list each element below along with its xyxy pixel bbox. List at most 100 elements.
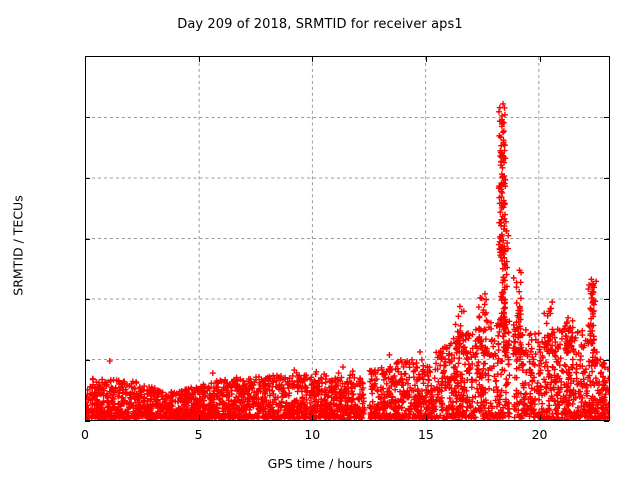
data-point xyxy=(328,377,335,384)
data-point xyxy=(546,372,553,379)
data-point xyxy=(461,387,468,394)
data-point xyxy=(416,375,423,382)
data-point xyxy=(394,409,401,416)
data-point xyxy=(160,406,167,413)
y-tick-mark xyxy=(85,116,90,118)
data-point xyxy=(450,335,457,342)
data-point xyxy=(599,394,606,401)
data-point xyxy=(492,397,499,404)
data-point xyxy=(388,382,395,389)
data-point xyxy=(581,412,588,419)
data-point xyxy=(586,362,593,369)
data-point xyxy=(307,376,314,383)
data-point xyxy=(93,396,100,403)
data-point xyxy=(502,347,509,354)
data-point xyxy=(431,375,438,382)
data-point xyxy=(301,405,308,412)
data-point xyxy=(288,412,295,419)
data-point xyxy=(443,344,450,351)
data-point xyxy=(579,363,586,370)
data-point xyxy=(589,291,596,298)
data-point xyxy=(528,400,535,407)
data-point xyxy=(472,343,479,350)
data-point xyxy=(503,283,510,290)
data-point xyxy=(445,403,452,410)
x-tick-mark-top xyxy=(312,57,314,62)
data-point xyxy=(113,377,120,384)
data-point xyxy=(354,403,361,410)
data-point xyxy=(588,339,595,346)
data-point xyxy=(588,276,595,283)
y-tick-mark xyxy=(85,177,90,179)
data-point xyxy=(414,364,421,371)
data-point xyxy=(263,413,270,420)
y-tick-mark xyxy=(85,299,90,301)
data-point xyxy=(549,363,556,370)
data-point xyxy=(573,369,580,376)
data-point xyxy=(133,412,140,418)
data-point xyxy=(231,413,238,420)
data-point xyxy=(589,368,596,375)
data-point xyxy=(503,376,510,383)
data-point xyxy=(496,396,503,403)
data-point xyxy=(497,252,504,259)
data-point xyxy=(464,376,471,383)
data-point xyxy=(254,414,261,420)
data-point xyxy=(251,415,258,420)
data-point xyxy=(555,402,562,409)
data-point xyxy=(505,232,512,239)
data-point xyxy=(306,410,313,417)
data-point xyxy=(455,383,462,390)
data-point xyxy=(517,316,524,323)
data-point xyxy=(120,378,127,385)
data-point xyxy=(480,365,487,372)
data-point xyxy=(476,333,483,340)
data-point xyxy=(275,415,282,420)
data-point xyxy=(126,404,133,411)
data-point xyxy=(207,396,214,403)
data-point xyxy=(163,392,170,399)
data-point xyxy=(486,365,493,371)
data-point xyxy=(524,353,531,360)
data-point xyxy=(330,386,337,393)
data-point xyxy=(453,398,460,405)
data-point xyxy=(455,333,462,340)
data-point xyxy=(313,396,320,403)
data-point xyxy=(575,408,582,415)
data-point xyxy=(361,406,368,413)
data-point xyxy=(228,401,235,408)
data-point xyxy=(501,215,508,222)
data-point xyxy=(502,389,509,396)
data-point xyxy=(259,401,266,408)
data-point xyxy=(510,321,517,328)
data-point xyxy=(176,389,183,395)
data-point xyxy=(314,390,321,397)
data-point xyxy=(406,374,413,381)
data-point xyxy=(468,384,475,391)
data-point xyxy=(291,381,298,388)
data-point xyxy=(553,407,560,414)
data-point xyxy=(265,400,272,407)
data-point xyxy=(517,279,524,286)
data-point xyxy=(565,347,572,354)
data-point xyxy=(260,398,267,405)
data-point xyxy=(590,282,597,289)
data-point xyxy=(89,400,96,407)
data-point xyxy=(116,414,123,420)
data-point xyxy=(390,398,397,405)
data-point xyxy=(443,407,450,414)
data-point xyxy=(86,402,91,409)
data-point xyxy=(496,118,503,125)
data-point xyxy=(517,413,524,420)
data-point xyxy=(145,415,152,420)
data-point xyxy=(104,390,111,397)
data-point xyxy=(569,317,576,324)
data-point xyxy=(581,380,588,387)
data-point xyxy=(487,400,494,407)
data-point xyxy=(537,367,544,374)
data-point xyxy=(537,357,544,364)
data-point xyxy=(558,335,565,342)
data-point xyxy=(295,382,302,389)
data-point xyxy=(307,395,314,402)
y-tick-mark xyxy=(85,421,90,422)
